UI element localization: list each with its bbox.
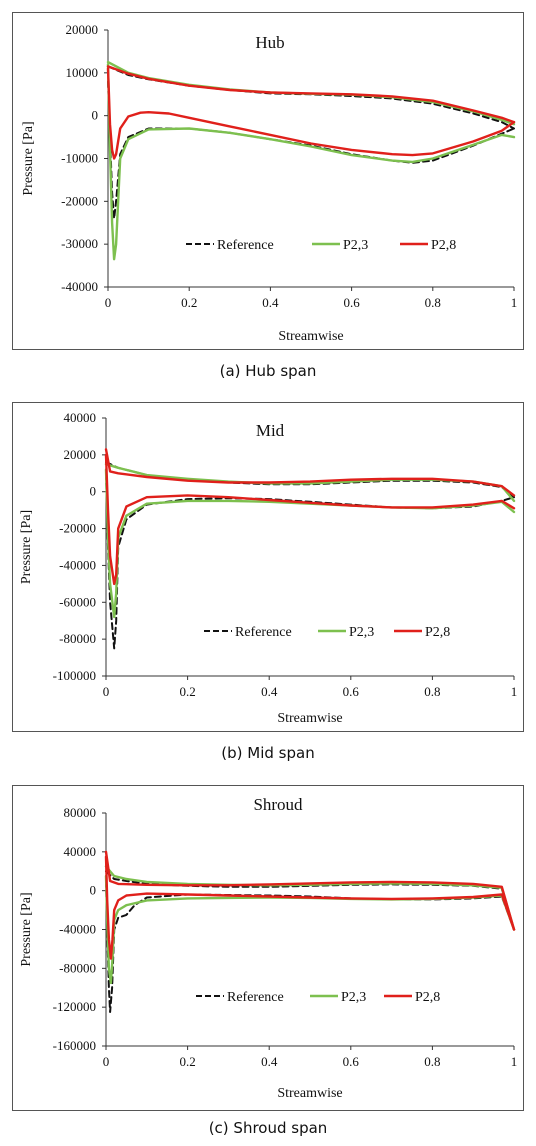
mid-caption: (b) Mid span xyxy=(221,744,315,762)
shroud-x-tick-label: 1 xyxy=(511,1054,518,1069)
hub-y-tick-label: -30000 xyxy=(61,236,98,251)
shroud-chart-panel: 80000 40000 0 -40000 -80000 -120000 -160000 0 0.… xyxy=(0,775,536,1146)
mid-legend-label-p2-3: P2,3 xyxy=(349,625,374,640)
mid-series-p2-8-lower xyxy=(104,453,516,586)
shroud-x-tick-label: 0.6 xyxy=(343,1054,360,1069)
shroud-y-axis-label: Pressure [Pa] xyxy=(19,892,34,966)
shroud-y-tick-label: -80000 xyxy=(59,960,96,975)
hub-legend-label-reference: Reference xyxy=(217,238,274,253)
mid-x-tick-label: 0.6 xyxy=(343,684,360,699)
mid-y-tick-label: 0 xyxy=(90,484,97,499)
mid-y-tick-label: 40000 xyxy=(64,410,97,425)
mid-y-tick-label: 20000 xyxy=(64,447,97,462)
shroud-y-tick-label: -120000 xyxy=(53,999,96,1014)
shroud-chart-frame xyxy=(12,785,524,1111)
hub-series-reference-lower xyxy=(107,80,515,220)
mid-chart-title: Mid xyxy=(256,421,285,440)
shroud-chart: 80000 40000 0 -40000 -80000 -120000 -160000 0 0.… xyxy=(19,795,518,1101)
shroud-y-tick-label: -160000 xyxy=(53,1038,96,1053)
shroud-y-tick-label: 0 xyxy=(90,883,97,898)
hub-y-tick-label: 10000 xyxy=(66,65,99,80)
mid-x-tick-label: 0 xyxy=(103,684,110,699)
shroud-series-p2-8-lower xyxy=(104,855,516,960)
mid-x-tick-label: 1 xyxy=(511,684,518,699)
mid-y-tick-label: -80000 xyxy=(59,631,96,646)
shroud-chart-title: Shroud xyxy=(253,795,303,814)
hub-x-tick-label: 0.4 xyxy=(262,295,279,310)
mid-y-tick-label: -40000 xyxy=(59,557,96,572)
hub-caption: (a) Hub span xyxy=(219,362,317,380)
hub-y-tick-label: -10000 xyxy=(61,151,98,166)
mid-y-tick-label: -60000 xyxy=(59,594,96,609)
mid-legend-label-p2-8: P2,8 xyxy=(425,625,450,640)
hub-x-tick-label: 0 xyxy=(105,295,112,310)
hub-y-tick-label: 0 xyxy=(92,108,99,123)
hub-legend-label-p2-8: P2,8 xyxy=(431,238,456,253)
mid-y-tick-label: -100000 xyxy=(53,668,96,683)
hub-chart-title: Hub xyxy=(255,33,284,52)
mid-y-tick-label: -20000 xyxy=(59,521,96,536)
hub-chart: 20000 10000 0 -10000 -20000 -30000 -40000 0 0.2 0… xyxy=(21,22,518,344)
hub-series-p2-8-upper xyxy=(106,65,516,124)
hub-series-p2-3-lower xyxy=(106,63,516,261)
mid-y-axis-label: Pressure [Pa] xyxy=(19,510,34,584)
hub-series-reference-upper xyxy=(107,65,515,130)
hub-x-axis-label: Streamwise xyxy=(278,329,343,344)
hub-y-axis-label: Pressure [Pa] xyxy=(21,121,36,195)
mid-x-tick-label: 0.8 xyxy=(424,684,440,699)
hub-legend-label-p2-3: P2,3 xyxy=(343,238,368,253)
shroud-legend-label-p2-8: P2,8 xyxy=(415,990,440,1005)
hub-y-tick-label: -20000 xyxy=(61,193,98,208)
shroud-x-tick-label: 0.2 xyxy=(179,1054,195,1069)
hub-y-tick-label: -40000 xyxy=(61,279,98,294)
hub-x-tick-label: 0.8 xyxy=(425,295,441,310)
hub-y-tick-label: 20000 xyxy=(66,22,99,37)
shroud-legend-label-p2-3: P2,3 xyxy=(341,990,366,1005)
mid-x-tick-label: 0.2 xyxy=(179,684,195,699)
shroud-x-tick-label: 0 xyxy=(103,1054,110,1069)
shroud-y-tick-label: 40000 xyxy=(64,844,97,859)
shroud-caption: (c) Shroud span xyxy=(208,1119,328,1137)
hub-x-tick-label: 0.6 xyxy=(343,295,360,310)
shroud-x-axis-label: Streamwise xyxy=(277,1086,342,1101)
hub-chart-frame xyxy=(12,12,524,350)
shroud-series-p2-3-lower xyxy=(104,874,516,985)
mid-series-reference-lower xyxy=(105,472,515,650)
mid-chart: 40000 20000 0 -20000 -40000 -60000 -80000 -1000… xyxy=(19,410,518,726)
mid-legend-label-reference: Reference xyxy=(235,625,292,640)
shroud-y-tick-label: -40000 xyxy=(59,922,96,937)
shroud-y-tick-label: 80000 xyxy=(64,805,97,820)
shroud-series-reference-lower xyxy=(105,880,515,1013)
shroud-x-tick-label: 0.4 xyxy=(261,1054,278,1069)
mid-x-axis-label: Streamwise xyxy=(277,711,342,726)
hub-chart-panel: 20000 10000 0 -10000 -20000 -30000 -40000 0 0.2 0… xyxy=(0,0,536,390)
hub-x-tick-label: 0.2 xyxy=(181,295,197,310)
shroud-series-p2-8-upper xyxy=(104,850,516,931)
mid-series-p2-3-lower xyxy=(104,468,516,619)
mid-chart-panel: 40000 20000 0 -20000 -40000 -60000 -80000 -1000… xyxy=(0,390,536,775)
mid-x-tick-label: 0.4 xyxy=(261,684,278,699)
hub-x-tick-label: 1 xyxy=(511,295,518,310)
shroud-x-tick-label: 0.8 xyxy=(424,1054,440,1069)
hub-series-p2-8-lower xyxy=(106,67,516,160)
mid-chart-frame xyxy=(12,402,524,732)
mid-series-p2-8-upper xyxy=(104,448,516,497)
shroud-legend-label-reference: Reference xyxy=(227,990,284,1005)
